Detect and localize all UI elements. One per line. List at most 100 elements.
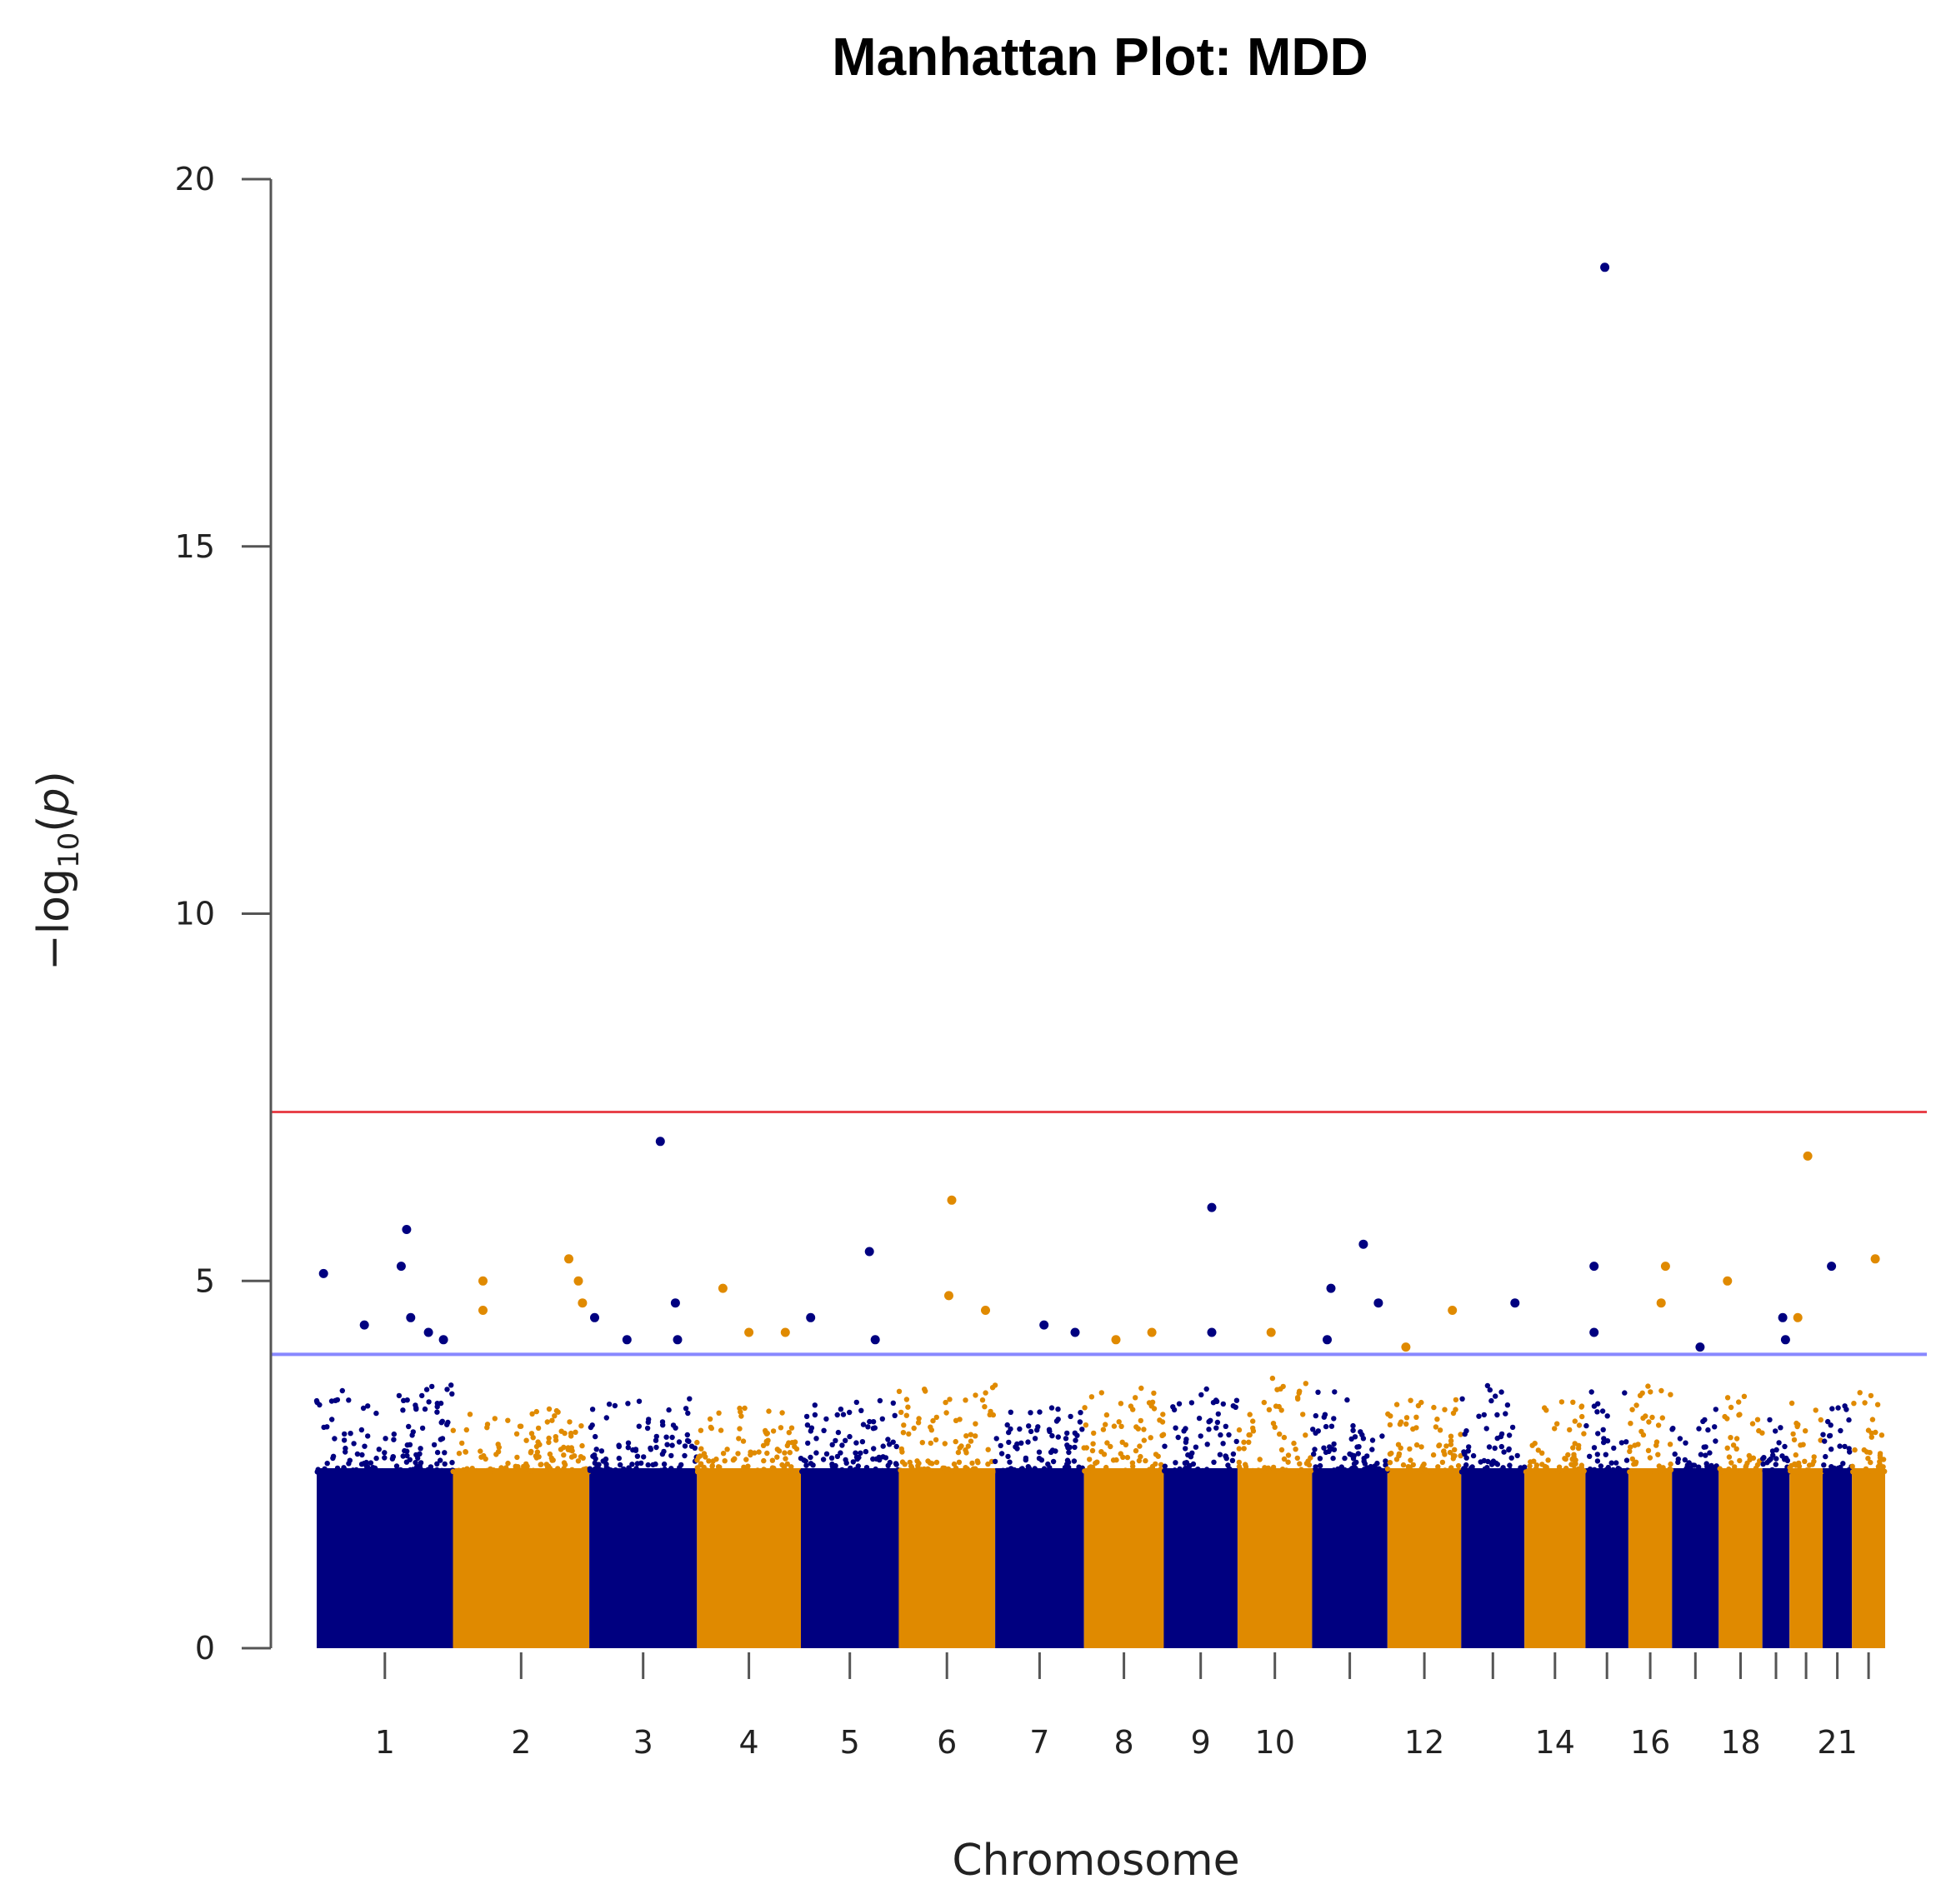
snp-point [1453,1397,1459,1403]
top-hit-point [670,1298,680,1308]
snp-point [1749,1469,1756,1475]
snp-point [488,1466,493,1472]
snp-point [930,1417,936,1424]
snp-point [793,1446,800,1452]
snp-point [706,1458,712,1464]
snp-point [963,1465,968,1471]
snp-point [1571,1452,1577,1457]
snp-point [456,1451,463,1457]
snp-point [1856,1469,1862,1475]
snp-point [1717,1466,1723,1472]
snp-point [1066,1449,1072,1456]
snp-point [439,1467,445,1474]
snp-point [1266,1407,1273,1413]
snp-point [348,1431,353,1437]
snp-point [1437,1427,1443,1433]
snp-point [1246,1432,1252,1438]
snp-point [444,1422,450,1427]
snp-point [343,1445,348,1452]
snp-point [989,1385,996,1391]
snp-point [953,1468,959,1474]
snp-point [673,1425,678,1431]
snp-point [974,1467,980,1474]
snp-point [1452,1453,1458,1459]
snp-point [828,1455,835,1462]
snp-point [583,1466,589,1472]
snp-point [601,1468,607,1475]
snp-point [1440,1468,1447,1475]
snp-point [517,1423,523,1429]
snp-point [860,1469,866,1475]
snp-point [694,1457,700,1463]
snp-point [1369,1437,1376,1443]
snp-point [1236,1446,1243,1452]
snp-point [1728,1404,1734,1411]
x-tick-label: 12 [1404,1724,1444,1761]
snp-point [1555,1469,1561,1475]
snp-point [898,1467,903,1473]
snp-point [606,1402,613,1407]
snp-point [659,1451,666,1457]
snp-point [1862,1400,1868,1406]
snp-point [478,1468,484,1475]
snp-point [1193,1444,1199,1450]
snp-point [561,1466,567,1472]
chromosome-block-13 [1461,1468,1525,1648]
snp-point [722,1469,728,1475]
snp-point [478,1454,484,1460]
snp-point [1136,1457,1143,1464]
snp-point [1737,1457,1743,1464]
snp-point [1838,1427,1843,1434]
snp-point [1506,1432,1513,1438]
snp-point [484,1422,491,1427]
snp-point [373,1455,379,1462]
snp-point [1645,1383,1651,1389]
snp-point [763,1431,770,1437]
snp-point [1643,1469,1648,1475]
snp-point [664,1442,670,1447]
snp-point [1006,1439,1012,1446]
top-hit-point [780,1327,790,1337]
snp-point [1750,1455,1757,1462]
snp-point [406,1423,412,1430]
snp-point [1821,1462,1827,1468]
snp-point [1668,1461,1673,1467]
snp-point [1470,1452,1477,1459]
snp-point [921,1466,928,1472]
snp-point [1439,1459,1446,1466]
snp-point [1442,1407,1448,1412]
snp-point [1026,1423,1032,1429]
snp-point [1104,1440,1110,1446]
snp-point [1270,1464,1277,1471]
snp-point [896,1388,903,1395]
snp-point [1038,1457,1045,1463]
snp-point [1065,1445,1071,1451]
snp-point [1374,1461,1380,1467]
snp-point [633,1466,639,1472]
snp-point [1213,1397,1219,1403]
snp-point [1877,1451,1883,1457]
snp-point [339,1387,345,1394]
y-tick-label: 15 [175,528,215,565]
snp-point [1082,1468,1088,1474]
snp-point [636,1423,642,1429]
snp-point [553,1407,560,1414]
snp-point [1241,1446,1247,1452]
snp-point [765,1437,771,1443]
snp-point [685,1410,691,1417]
snp-point [1420,1463,1426,1469]
snp-point [1236,1459,1243,1466]
snp-point [1220,1441,1226,1447]
snp-point [823,1416,829,1422]
snp-point [1218,1432,1223,1438]
snp-point [1535,1447,1542,1453]
snp-point [1177,1466,1183,1472]
snp-point [720,1451,727,1457]
snp-point [1220,1401,1227,1407]
snp-point [1364,1468,1371,1474]
snp-point [1243,1462,1248,1467]
top-hit-point [655,1137,665,1147]
snp-point [1279,1467,1286,1472]
snp-point [434,1449,441,1456]
snp-point [1841,1468,1847,1474]
